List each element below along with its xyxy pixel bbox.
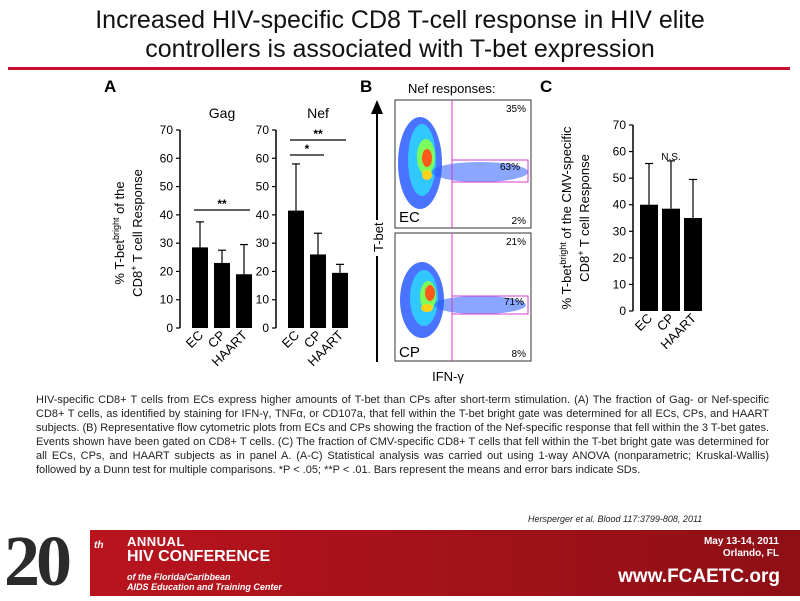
flow-panel: Nef responses: T-bet 35% 63% 2% EC — [367, 81, 532, 384]
flow-plot-cp: 21% 71% 8% CP — [394, 232, 532, 362]
category-label: EC — [632, 311, 655, 334]
citation: Hersperger et al. Blood 117:3799-808, 20… — [528, 514, 703, 524]
ec-group-label: EC — [399, 209, 420, 226]
panel-label-b: B — [360, 77, 372, 96]
bar-ec — [192, 247, 208, 328]
flow-xlabel: IFN-γ — [432, 369, 464, 384]
bar-cp — [214, 262, 230, 328]
y-tick-label: 0 — [166, 321, 173, 335]
bar-ec — [288, 210, 304, 328]
chart-title: Nef — [307, 105, 329, 121]
panel-c-ylabel: % T-betbright of the CMV-specific CD8+ T… — [558, 126, 592, 309]
cp-top-pct: 21% — [506, 237, 526, 248]
slide-title: Increased HIV-specific CD8 T-cell respon… — [0, 6, 800, 64]
flow-plot-ec: 35% 63% 2% EC — [394, 99, 532, 229]
bar-cp — [662, 208, 680, 311]
banner-date-location: May 13-14, 2011 Orlando, FL — [704, 536, 779, 560]
y-tick-label: 10 — [160, 293, 174, 307]
y-tick-label: 60 — [256, 151, 270, 165]
cp-mid-pct: 71% — [504, 297, 524, 308]
category-label: EC — [183, 328, 206, 351]
y-tick-label: 40 — [160, 208, 174, 222]
banner-annual: ANNUAL — [127, 534, 185, 549]
svg-text:CD8+ T cell Response: CD8+ T cell Response — [576, 154, 592, 282]
ec-mid-pct: 63% — [500, 162, 520, 173]
banner-subtitle: of the Florida/Caribbean AIDS Education … — [127, 572, 327, 592]
y-tick-label: 50 — [160, 180, 174, 194]
panel-label-a: A — [104, 77, 116, 96]
cp-group-label: CP — [399, 344, 420, 361]
bar-cp — [310, 254, 326, 328]
figure-caption: HIV-specific CD8+ T cells from ECs expre… — [36, 394, 769, 476]
y-tick-label: 50 — [613, 171, 627, 185]
y-tick-label: 60 — [160, 151, 174, 165]
y-tick-label: 10 — [256, 293, 270, 307]
banner-subtitle-line-2: AIDS Education and Training Center — [127, 582, 282, 592]
ec-top-pct: 35% — [506, 104, 526, 115]
banner-date: May 13-14, 2011 — [703, 536, 779, 547]
svg-text:% T-betbright of the: % T-betbright of the — [111, 181, 127, 284]
bar-haart — [236, 274, 252, 328]
tbet-arrow-head — [371, 100, 383, 114]
y-tick-label: 30 — [160, 236, 174, 250]
y-tick-label: 50 — [256, 180, 270, 194]
panel-a-ylabel: % T-betbright of the CD8+ T cell Respons… — [111, 169, 145, 297]
cp-bot-pct: 8% — [512, 349, 527, 360]
banner-website[interactable]: www.FCAETC.org — [618, 566, 780, 587]
y-tick-label: 60 — [613, 145, 627, 159]
title-divider — [8, 67, 790, 70]
title-line-2: controllers is associated with T-bet exp… — [145, 35, 655, 63]
panel-label-c: C — [540, 77, 552, 96]
bar-haart — [684, 218, 702, 311]
y-tick-label: 70 — [256, 123, 270, 137]
y-tick-label: 40 — [256, 208, 270, 222]
y-tick-label: 20 — [160, 264, 174, 278]
y-tick-label: 20 — [256, 264, 270, 278]
y-tick-label: 30 — [256, 236, 270, 250]
significance-label: ** — [217, 197, 227, 211]
significance-label: N.S. — [661, 152, 680, 163]
category-label: EC — [279, 328, 302, 351]
y-tick-label: 0 — [619, 304, 626, 318]
y-tick-label: 10 — [613, 277, 627, 291]
banner-conference: HIV CONFERENCE — [127, 548, 271, 565]
svg-text:% T-betbright of the CMV-speci: % T-betbright of the CMV-specific — [558, 126, 574, 309]
chart-title: Gag — [209, 105, 235, 121]
bar-ec — [640, 204, 658, 311]
figure: A B C % T-betbright of the CD8+ T cell R… — [104, 77, 702, 384]
anniversary-ordinal: th — [94, 540, 104, 551]
ec-bot-pct: 2% — [512, 216, 527, 227]
y-tick-label: 0 — [262, 321, 269, 335]
significance-label: * — [305, 142, 310, 156]
y-tick-label: 70 — [613, 118, 627, 132]
bar-haart — [332, 272, 348, 328]
y-tick-label: 20 — [613, 251, 627, 265]
conference-banner — [90, 530, 800, 596]
banner-location: Orlando, FL — [722, 548, 779, 559]
flow-title: Nef responses: — [408, 81, 495, 96]
y-tick-label: 70 — [160, 123, 174, 137]
flow-ylabel: T-bet — [371, 222, 386, 252]
title-line-1: Increased HIV-specific CD8 T-cell respon… — [95, 6, 705, 34]
y-tick-label: 30 — [613, 224, 627, 238]
significance-label: ** — [313, 127, 323, 141]
banner-subtitle-line-1: of the Florida/Caribbean — [127, 572, 231, 582]
y-tick-label: 40 — [613, 198, 627, 212]
svg-text:CD8+ T cell Response: CD8+ T cell Response — [129, 169, 145, 297]
anniversary-number: 20 — [4, 521, 72, 601]
